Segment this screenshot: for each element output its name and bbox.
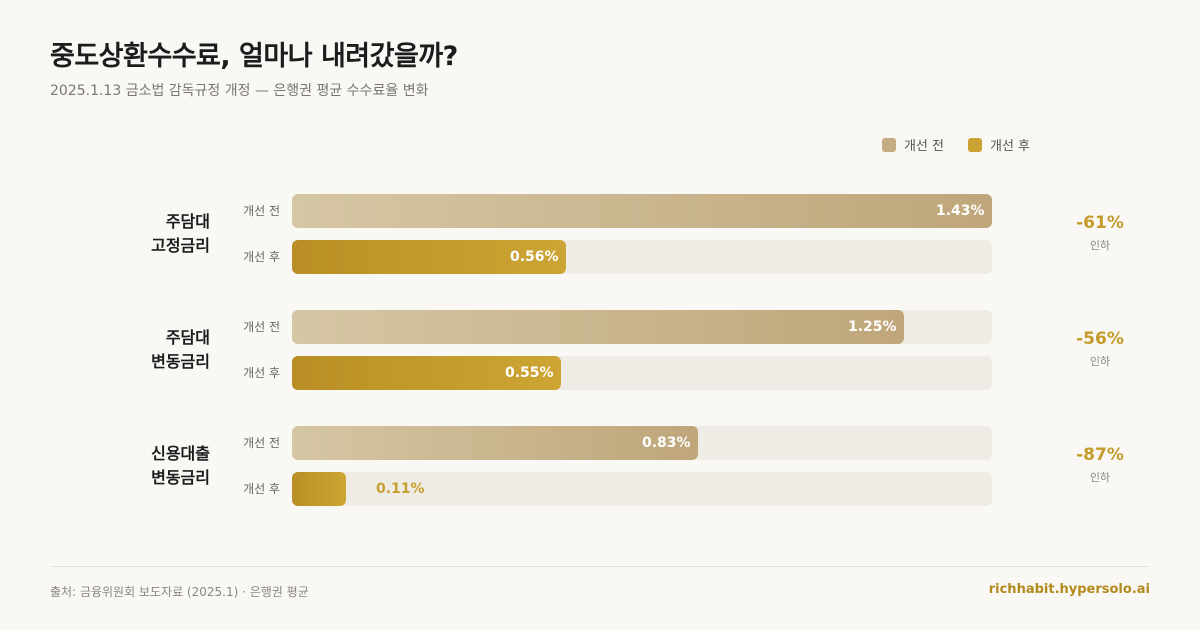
value-label: 0.56% — [510, 249, 559, 265]
bar-track: 1.43% — [292, 194, 992, 228]
change-indicator: -61% 인하 — [1060, 213, 1140, 253]
legend-item-after: 개선 후 — [967, 135, 1030, 154]
bar-row-label: 개선 후 — [243, 250, 280, 264]
bar-row-after: 개선 후 0.56% — [0, 240, 1200, 274]
chart-subtitle: 2025.1.13 금소법 감독규정 개정 — 은행권 평균 수수료율 변화 — [50, 83, 429, 99]
legend-swatch-before — [881, 137, 896, 152]
value-label: 0.83% — [642, 435, 691, 451]
change-indicator: -56% 인하 — [1060, 329, 1140, 369]
bar-row-label: 개선 전 — [243, 320, 280, 334]
category-label-line: 주담대 — [165, 212, 210, 231]
value-label: 1.25% — [848, 319, 897, 335]
footer-divider — [50, 566, 1150, 567]
category-label-line: 변동금리 — [151, 468, 210, 487]
site-link[interactable]: richhabit.hypersolo.ai — [988, 582, 1150, 597]
bar-track: 0.56% — [292, 240, 992, 274]
bar-before — [292, 194, 992, 228]
bar-row-before: 개선 전 0.83% — [0, 426, 1200, 460]
chart-title: 중도상환수수료, 얼마나 내려갔을까? — [50, 41, 458, 72]
bar-row-after: 개선 후 0.11% — [0, 472, 1200, 506]
legend-label-before: 개선 전 — [903, 139, 944, 154]
bar-row-label: 개선 전 — [243, 204, 280, 218]
category-label-line: 고정금리 — [151, 236, 210, 255]
bar-row-label: 개선 전 — [243, 436, 280, 450]
change-percent: -56% — [1076, 329, 1124, 349]
bar-row-label: 개선 후 — [243, 366, 280, 380]
category-label-line: 변동금리 — [151, 352, 210, 371]
bar-track: 1.25% — [292, 310, 992, 344]
change-label: 인하 — [1089, 355, 1111, 368]
value-label: 0.55% — [505, 365, 554, 381]
bar-before — [292, 310, 904, 344]
bar-after — [292, 240, 566, 274]
bar-row-before: 개선 전 1.43% — [0, 194, 1200, 228]
value-label: 0.11% — [376, 481, 425, 497]
bar-row-before: 개선 전 1.25% — [0, 310, 1200, 344]
bar-after — [292, 472, 346, 506]
bar-row-label: 개선 후 — [243, 482, 280, 496]
bar-track: 0.55% — [292, 356, 992, 390]
legend-item-before: 개선 전 — [881, 135, 944, 154]
legend: 개선 전 개선 후 — [881, 135, 1030, 154]
change-percent: -87% — [1076, 445, 1124, 465]
legend-swatch-after — [967, 137, 982, 152]
source-note: 출처: 금융위원회 보도자료 (2025.1) · 은행권 평균 — [50, 585, 309, 599]
bar-after — [292, 356, 561, 390]
bar-track: 0.11% — [292, 472, 992, 506]
change-label: 인하 — [1089, 471, 1111, 484]
change-percent: -61% — [1076, 213, 1124, 233]
legend-label-after: 개선 후 — [989, 139, 1030, 154]
bar-row-after: 개선 후 0.55% — [0, 356, 1200, 390]
category-label-line: 주담대 — [165, 328, 210, 347]
category-label-line: 신용대출 — [151, 444, 210, 463]
bar-track: 0.83% — [292, 426, 992, 460]
change-indicator: -87% 인하 — [1060, 445, 1140, 485]
change-label: 인하 — [1089, 239, 1111, 252]
value-label: 1.43% — [936, 203, 985, 219]
bar-before — [292, 426, 698, 460]
